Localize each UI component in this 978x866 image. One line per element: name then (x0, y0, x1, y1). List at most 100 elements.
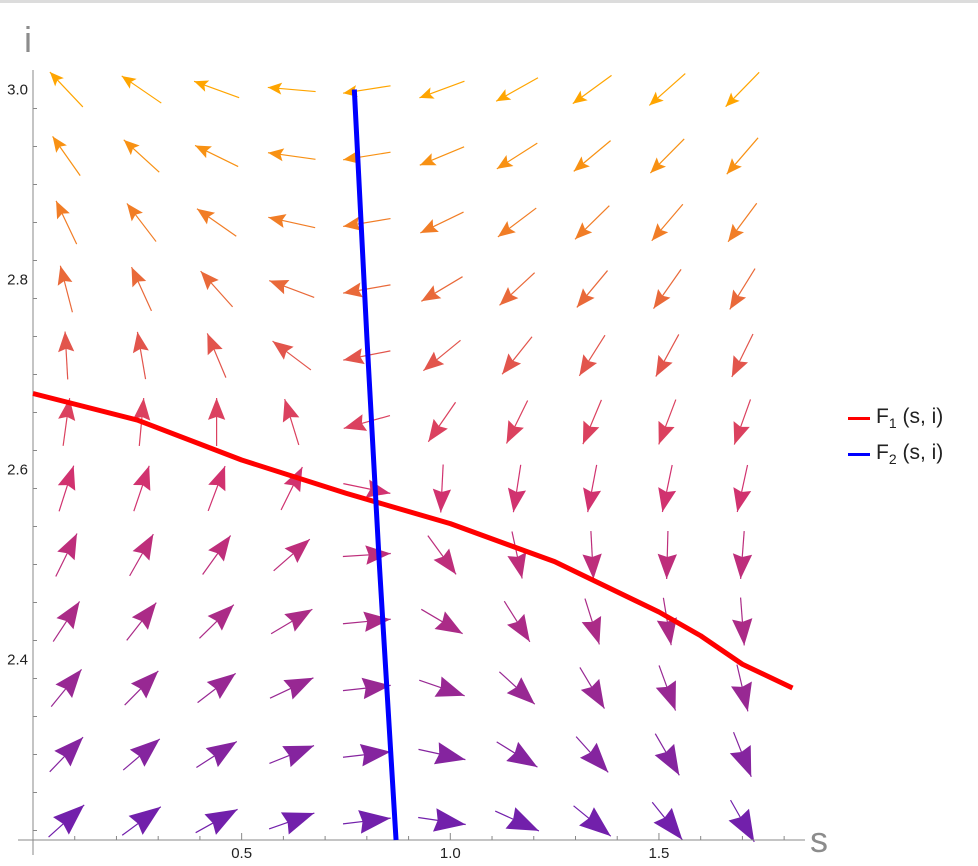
field-arrow (501, 336, 533, 375)
field-arrow-head (282, 745, 315, 768)
field-arrow-head (204, 809, 238, 835)
field-arrow (196, 741, 238, 768)
field-arrow (342, 545, 391, 565)
field-arrow-head (506, 677, 535, 705)
field-arrow (503, 600, 531, 643)
field-arrow-head (728, 223, 744, 242)
field-arrow-head (507, 613, 530, 642)
field-arrow (342, 677, 391, 700)
field-arrow (195, 808, 238, 835)
field-arrow-head (128, 806, 161, 835)
field-arrow (126, 203, 157, 242)
field-arrow (729, 268, 756, 310)
axis-ticks: 0.5 1.0 1.5 2.4 2.6 2.8 3.0 (7, 82, 785, 862)
field-arrow-head (361, 677, 391, 700)
field-arrow (196, 208, 237, 237)
y-tick-label: 2.4 (7, 652, 28, 669)
field-arrow-head (123, 139, 140, 156)
f2-curve (351, 89, 399, 841)
field-arrow (419, 80, 465, 99)
field-arrow-head (580, 678, 605, 709)
field-arrow-head (419, 153, 437, 166)
field-arrow (269, 280, 315, 298)
field-arrow (52, 601, 81, 642)
field-arrow (207, 398, 226, 446)
field-arrow (649, 138, 685, 174)
field-arrow-head (732, 553, 753, 579)
field-arrow (343, 216, 391, 231)
field-arrow-head (655, 354, 673, 377)
field-arrow-head (284, 539, 310, 563)
field-arrow-head (267, 148, 285, 162)
field-arrow-head (130, 670, 159, 699)
field-arrow-head (502, 353, 522, 375)
field-arrow-head (49, 72, 64, 87)
field-arrow (130, 266, 153, 312)
field-arrow-head (208, 535, 231, 562)
field-arrow (194, 144, 239, 168)
field-arrow-head (208, 466, 226, 492)
top-divider (0, 0, 978, 3)
x-axis-title: s (810, 819, 828, 860)
field-arrow (658, 464, 677, 513)
field-arrow-head (579, 354, 598, 376)
field-arrow (55, 200, 78, 245)
vector-field-arrows (48, 71, 760, 843)
field-arrow (581, 598, 602, 645)
field-arrow-head (365, 479, 391, 498)
field-arrow-head (499, 287, 519, 306)
field-arrow (583, 464, 602, 513)
field-arrow (658, 399, 677, 445)
field-arrow (505, 400, 529, 444)
field-arrow-head (57, 465, 76, 491)
field-arrow-head (272, 341, 294, 360)
field-arrow (273, 538, 311, 572)
field-arrow (573, 140, 611, 172)
field-arrow-head (196, 208, 216, 225)
field-arrow (133, 465, 151, 512)
field-arrow (725, 71, 760, 108)
field-arrow-head (129, 738, 160, 767)
y-axis-title: i (24, 19, 32, 60)
field-arrow (419, 146, 465, 166)
axes: 0.5 1.0 1.5 2.4 2.6 2.8 3.0 (7, 70, 805, 862)
field-arrow (655, 334, 680, 377)
field-arrow-head (725, 92, 740, 107)
field-arrow-head (732, 618, 753, 646)
field-arrow-head (57, 265, 73, 286)
field-arrow (422, 339, 461, 372)
field-arrow (432, 464, 452, 513)
field-arrow-head (126, 203, 143, 222)
field-arrow (270, 608, 313, 635)
field-arrow (726, 137, 759, 175)
field-arrow (49, 736, 84, 773)
field-arrow (272, 340, 312, 371)
field-arrow-head (206, 673, 236, 700)
field-arrow (269, 677, 314, 700)
field-arrow-head (282, 399, 300, 423)
field-arrow-head (428, 418, 448, 442)
field-arrow (507, 464, 527, 513)
field-arrow-head (131, 602, 157, 630)
field-arrow (421, 276, 463, 302)
field-arrow (731, 664, 752, 712)
field-arrow (129, 533, 154, 577)
field-arrow-head (343, 414, 368, 431)
x-tick-label: 1.5 (649, 845, 670, 862)
field-arrow-head (434, 676, 465, 697)
field-arrow (207, 465, 226, 512)
field-arrow (427, 535, 457, 575)
field-arrow-head (576, 288, 595, 308)
field-arrow-head (653, 807, 683, 840)
field-arrow (343, 479, 391, 498)
field-arrow-head (363, 611, 391, 632)
field-arrow-head (131, 267, 147, 288)
field-arrow-head (579, 742, 609, 773)
field-arrow (343, 414, 391, 431)
field-arrow-head (496, 155, 514, 169)
field-arrow-head (52, 136, 67, 153)
field-arrow (574, 205, 610, 240)
field-arrow-head (343, 282, 363, 298)
field-arrow-head (195, 145, 212, 159)
field-arrow-head (283, 466, 303, 493)
